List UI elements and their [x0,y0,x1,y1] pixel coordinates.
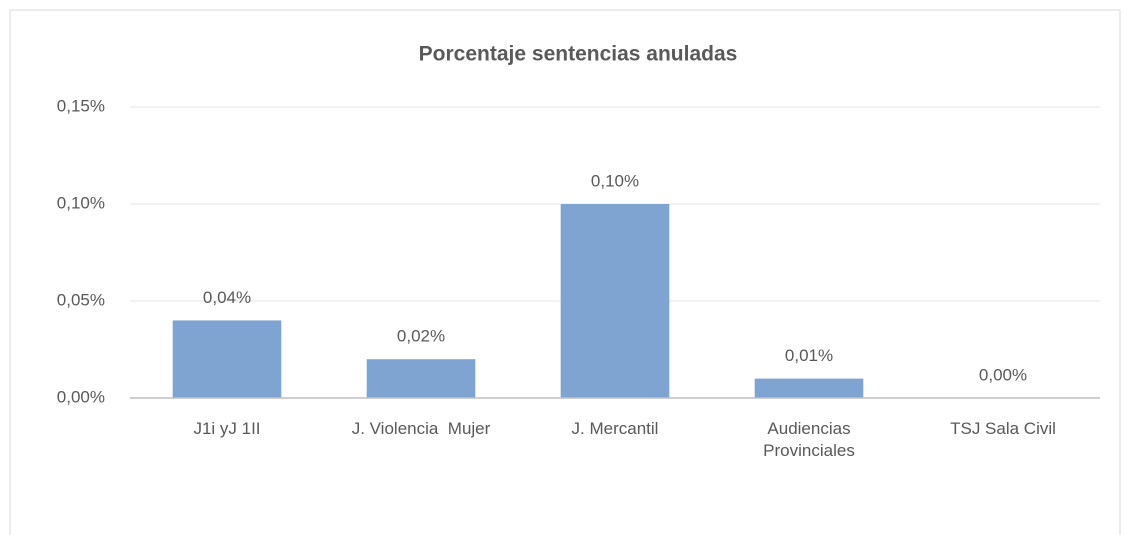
data-label: 0,02% [397,327,445,346]
bar [754,378,864,398]
y-tick-label: 0,10% [57,193,105,212]
chart-border [9,9,1121,535]
x-tick-label: J. Violencia Mujer [351,419,491,438]
y-tick-label: 0,15% [57,96,105,115]
y-tick-label: 0,05% [57,290,105,309]
data-label: 0,10% [591,171,639,190]
x-tick-label: TSJ Sala Civil [950,419,1056,438]
x-tick-label: Audiencias Provinciales [763,419,856,460]
bar [560,204,670,398]
bar [172,320,282,398]
x-tick-label: J1i yJ 1II [193,419,261,438]
data-label: 0,00% [979,365,1027,384]
chart-title: Porcentaje sentencias anuladas [419,43,738,66]
bar [366,359,476,398]
data-label: 0,04% [203,288,251,307]
data-label: 0,01% [785,346,833,365]
x-tick-label: J. Mercantil [571,419,659,438]
y-tick-label: 0,00% [57,387,105,406]
